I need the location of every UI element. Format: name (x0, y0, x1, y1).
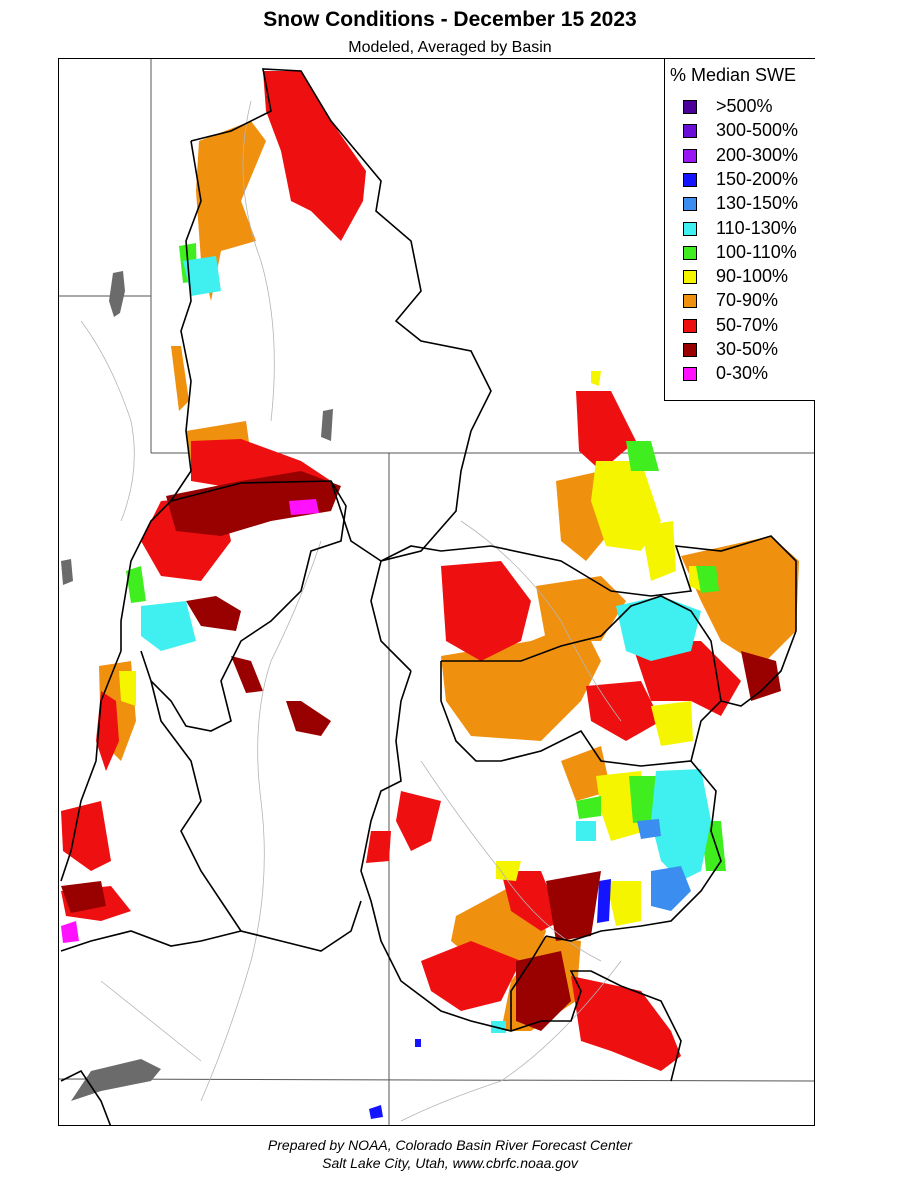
legend-swatch (683, 318, 697, 333)
legend-swatch (683, 367, 697, 382)
swe-lightblue (637, 819, 691, 911)
legend-label: 70-90% (716, 290, 779, 311)
legend-label: 0-30% (716, 363, 769, 384)
legend-title: % Median SWE (670, 65, 797, 85)
map-title: Snow Conditions - December 15 2023 (263, 8, 637, 31)
legend-swatch (683, 148, 697, 163)
legend-item: 110-130% (683, 218, 813, 240)
footer-credit: Prepared by NOAA, Colorado Basin River F… (267, 1137, 633, 1153)
map-subtitle: Modeled, Averaged by Basin (348, 39, 552, 56)
basin-boundaries (60, 68, 797, 1125)
swe-yellow (119, 371, 706, 926)
legend-label: 30-50% (716, 339, 779, 359)
legend-label: 110-130% (716, 217, 797, 238)
swe-magenta (61, 499, 319, 943)
legend-item: >500% (683, 96, 813, 118)
legend-item: 300-500% (683, 120, 813, 142)
legend-item: 90-100% (683, 266, 813, 288)
legend-label: 90-100% (716, 266, 789, 287)
legend-label: 50-70% (716, 314, 779, 335)
legend-item: 30-50% (683, 339, 813, 361)
legend-label: 200-300% (716, 144, 799, 165)
legend-swatch (683, 343, 697, 357)
legend-label: 300-500% (716, 120, 799, 141)
rivers (80, 100, 622, 1122)
legend-label: >500% (716, 96, 773, 116)
legend-item: 0-30% (683, 363, 813, 385)
legend-swatch (683, 245, 697, 260)
legend-label: 130-150% (716, 193, 799, 214)
legend-item: 100-110% (683, 242, 813, 264)
legend-item: 150-200% (683, 169, 813, 191)
legend-swatch (683, 100, 697, 114)
footer-location: Salt Lake City, Utah, www.cbrfc.noaa.gov (322, 1155, 578, 1171)
swe-blue (369, 879, 611, 1119)
legend-label: 100-110% (716, 241, 797, 262)
legend-swatch (683, 270, 697, 285)
legend-swatch (683, 197, 697, 212)
legend-item: 50-70% (683, 315, 813, 337)
legend-swatch (683, 221, 697, 236)
legend-item: 200-300% (683, 145, 813, 167)
swe-cyan (141, 256, 711, 1033)
legend-item: 70-90% (683, 290, 813, 312)
legend-label: 150-200% (716, 168, 799, 189)
legend-swatch (683, 294, 697, 309)
legend-item: 130-150% (683, 193, 813, 215)
legend-swatch (683, 172, 697, 187)
legend-swatch (683, 124, 697, 139)
swe-darkred (61, 471, 781, 1031)
legend: % Median SWE >500% 300-500% 200-300% 150-20… (664, 59, 815, 401)
